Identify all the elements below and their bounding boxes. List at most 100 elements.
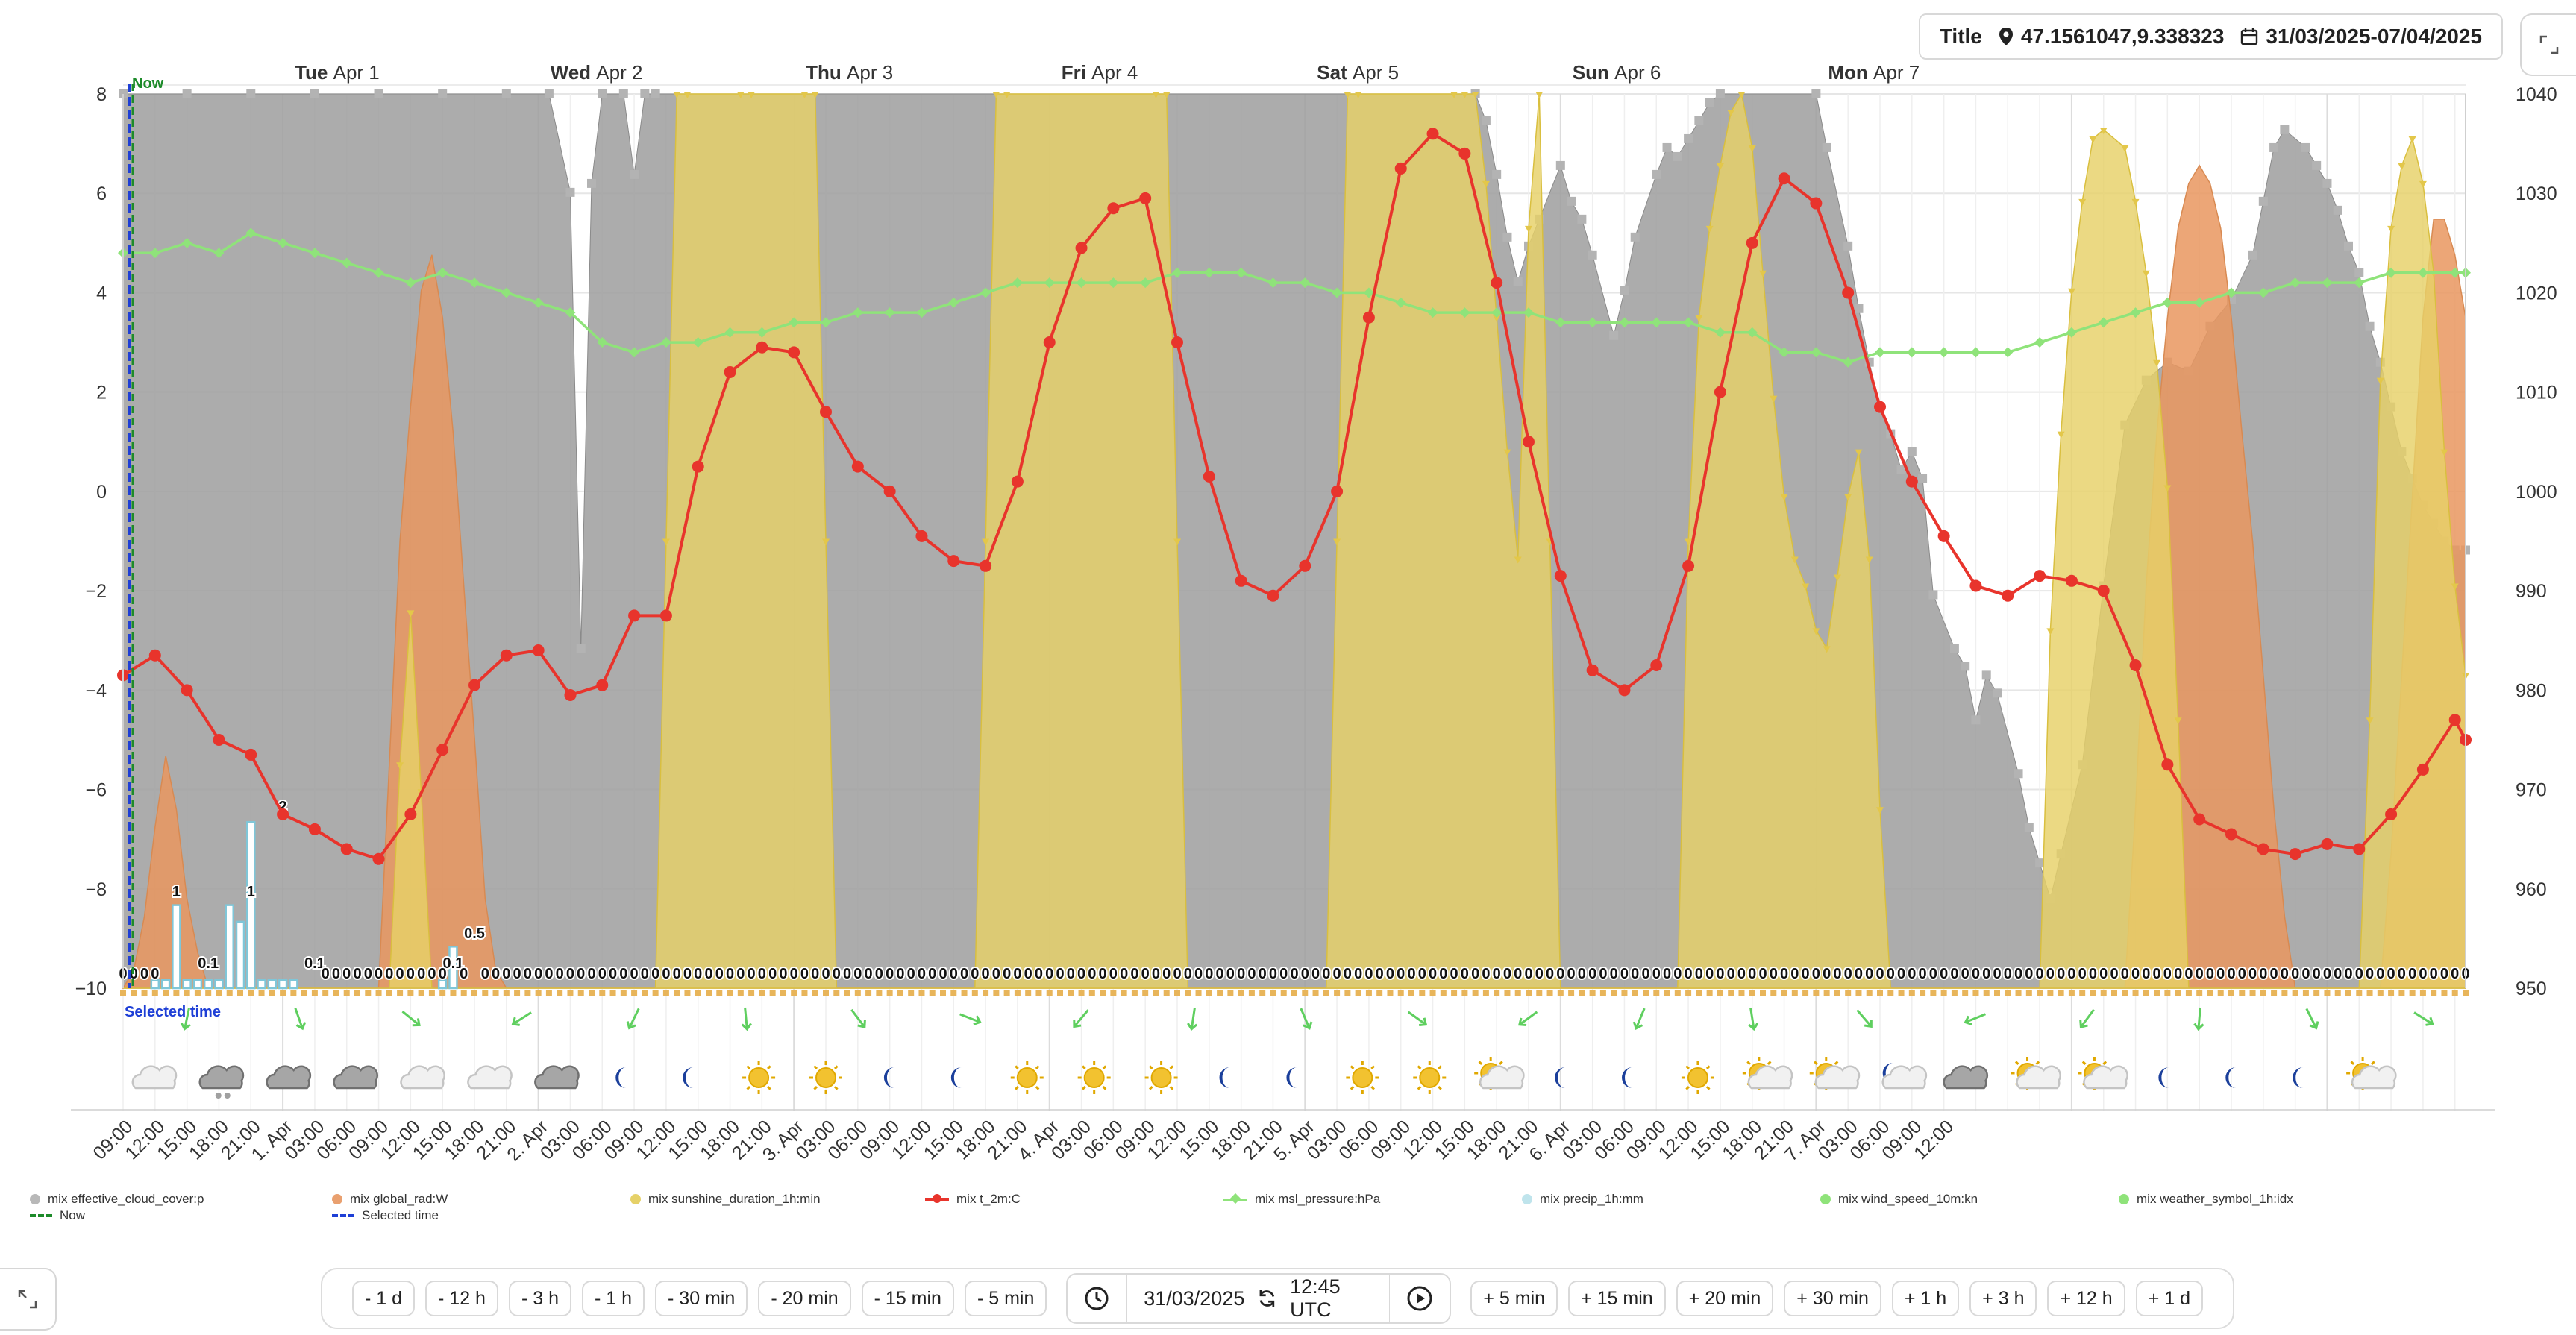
precip-data-label: 0: [843, 966, 851, 982]
pressure-marker: [629, 347, 640, 358]
date-time-display[interactable]: 31/03/2025 12:45 UTC: [1127, 1275, 1388, 1322]
baseline-marker: [280, 990, 286, 996]
precip-data-label: 0: [2153, 966, 2161, 982]
y-tick-label-right: 950: [2516, 979, 2547, 999]
wind-arrow-head: [626, 1021, 636, 1030]
forward-12-hours-button[interactable]: + 12 h: [2047, 1281, 2125, 1316]
pressure-marker: [373, 267, 384, 278]
sunshine-marker: [1450, 92, 1458, 98]
play-button[interactable]: [1390, 1275, 1450, 1322]
temperature-marker: [1491, 277, 1503, 289]
back-1-hour-button[interactable]: - 1 h: [582, 1281, 645, 1316]
sunshine-marker: [2078, 198, 2087, 206]
y-tick-label-left: 6: [96, 183, 107, 204]
wind-arrow: [741, 1007, 752, 1031]
precip-data-label: 0: [1833, 966, 1841, 982]
pressure-marker: [2130, 307, 2141, 318]
baseline-marker: [1397, 990, 1404, 996]
forward-5-min-button[interactable]: + 5 min: [1470, 1281, 1558, 1316]
moon-crescent: [2158, 1067, 2169, 1088]
precip-data-label: 0: [1247, 966, 1256, 982]
date-range-chip[interactable]: 31/03/2025-07/04/2025: [2240, 25, 2482, 48]
legend-item-pressure[interactable]: mix msl_pressure:hPa: [1223, 1192, 1380, 1207]
expand-button[interactable]: [2520, 13, 2576, 76]
forward-20-min-button[interactable]: + 20 min: [1676, 1281, 1774, 1316]
baseline-marker: [1035, 990, 1042, 996]
wind-arrow-shaft: [744, 1007, 748, 1029]
baseline-marker: [1940, 990, 1947, 996]
baseline-marker: [120, 990, 126, 996]
legend-item-global-rad[interactable]: mix global_rad:W: [332, 1192, 448, 1207]
baseline-marker: [961, 990, 968, 996]
cloud-cover-marker: [2333, 205, 2342, 215]
precip-data-label: 0: [1471, 966, 1479, 982]
sunshine-marker: [1705, 225, 1714, 233]
legend-item-precip[interactable]: mix precip_1h:mm: [1522, 1192, 1643, 1207]
back-3-hours-button[interactable]: - 3 h: [508, 1281, 571, 1316]
baseline-marker: [1994, 990, 2000, 996]
pressure-marker: [1779, 347, 1790, 358]
clock-button[interactable]: [1068, 1275, 1126, 1322]
forward-3-hours-button[interactable]: + 3 h: [1969, 1281, 2037, 1316]
sun-ray: [1438, 1085, 1442, 1090]
precip-data-label: 0: [2344, 966, 2352, 982]
location-chip[interactable]: 47.1561047,9.338323: [1999, 25, 2224, 48]
sunshine-marker: [1833, 574, 1841, 582]
baseline-marker: [1674, 990, 1681, 996]
forward-1-hour-button[interactable]: + 1 h: [1891, 1281, 1960, 1316]
sun-ray: [1350, 1085, 1355, 1090]
sun-ray: [1035, 1065, 1040, 1070]
back-12-hours-button[interactable]: - 12 h: [425, 1281, 498, 1316]
precip-data-label: 0: [2259, 966, 2267, 982]
sunshine-marker: [2121, 145, 2129, 152]
baseline-marker: [173, 990, 180, 996]
sunshine-marker: [1162, 92, 1171, 98]
baseline-marker: [1429, 990, 1436, 996]
cloud-cover-marker: [246, 89, 256, 98]
day-header-label: Sat Apr 5: [1317, 61, 1399, 84]
pressure-marker: [1427, 307, 1438, 318]
baseline-marker: [1611, 990, 1617, 996]
refresh-icon[interactable]: [1256, 1286, 1278, 1311]
cloud-cover-marker: [1684, 134, 1693, 143]
forward-1-day-button[interactable]: + 1 d: [2135, 1281, 2203, 1316]
back-15-min-button[interactable]: - 15 min: [861, 1281, 954, 1316]
cloud-icon: [467, 1065, 513, 1090]
legend-item-wind[interactable]: mix wind_speed_10m:kn: [1820, 1192, 1978, 1207]
legend-item-now[interactable]: Now: [30, 1208, 85, 1223]
back-1-day-button[interactable]: - 1 d: [352, 1281, 416, 1316]
sunshine-marker: [2419, 180, 2427, 188]
rain-drop: [215, 1093, 222, 1099]
legend-item-weather-symbol[interactable]: mix weather_symbol_1h:idx: [2119, 1192, 2293, 1207]
pressure-marker: [565, 307, 576, 318]
sun-ray: [1417, 1065, 1422, 1070]
baseline-marker: [1227, 990, 1234, 996]
temperature-marker: [1267, 589, 1279, 602]
temperature-marker: [2321, 838, 2334, 850]
back-30-min-button[interactable]: - 30 min: [655, 1281, 748, 1316]
collapse-button[interactable]: [0, 1268, 57, 1331]
legend-item-sunshine[interactable]: mix sunshine_duration_1h:min: [630, 1192, 821, 1207]
back-5-min-button[interactable]: - 5 min: [964, 1281, 1047, 1316]
temperature-marker: [308, 823, 321, 835]
moon-crescent: [1555, 1067, 1566, 1088]
sunshine-marker: [1876, 807, 1884, 814]
wind-arrow-shaft: [628, 1008, 640, 1028]
precip-data-label: 0: [641, 966, 649, 982]
baseline-marker: [1163, 990, 1170, 996]
pressure-marker: [1203, 267, 1215, 278]
precip-data-label: 0: [598, 966, 607, 982]
legend-item-selected-time[interactable]: Selected time: [332, 1208, 439, 1223]
chart-title-label[interactable]: Title: [1939, 25, 1982, 48]
baseline-marker: [1653, 990, 1660, 996]
legend-item-cloud[interactable]: mix effective_cloud_cover:p: [30, 1192, 204, 1207]
cloud-rain-icon: [198, 1065, 245, 1099]
pressure-marker: [821, 317, 831, 328]
back-20-min-button[interactable]: - 20 min: [758, 1281, 851, 1316]
precip-data-label: 0: [950, 966, 958, 982]
forward-15-min-button[interactable]: + 15 min: [1568, 1281, 1666, 1316]
baseline-marker: [1823, 990, 1830, 996]
precip-data-label: 0: [556, 966, 564, 982]
legend-item-temperature[interactable]: mix t_2m:C: [925, 1192, 1021, 1207]
forward-30-min-button[interactable]: + 30 min: [1784, 1281, 1881, 1316]
